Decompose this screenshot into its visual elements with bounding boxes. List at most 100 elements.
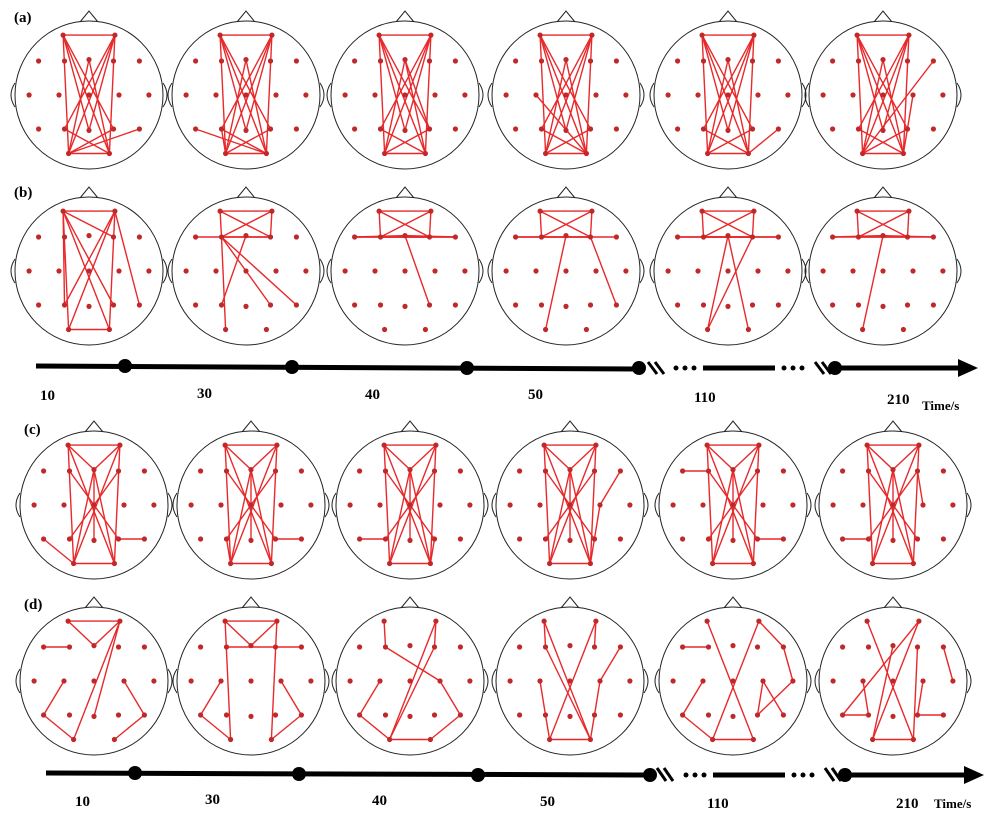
electrode-node (117, 442, 123, 448)
connectivity-edge (424, 35, 432, 154)
electrode-node (347, 678, 353, 684)
electrode-node (725, 233, 731, 239)
electrode-node (542, 644, 549, 650)
electrode-node (60, 208, 66, 214)
electrode-node (222, 618, 228, 624)
connectivity-edge (42, 680, 65, 716)
electrode-node (193, 302, 199, 308)
electrode-node (865, 644, 872, 650)
connectivity-edge (68, 128, 140, 155)
electrode-node (223, 644, 230, 650)
connectivity-edge (706, 34, 755, 154)
connectivity-edge (544, 235, 567, 330)
connectivity-edge (67, 34, 116, 154)
electrode-node (725, 268, 731, 274)
connectivity-edge (200, 714, 232, 741)
connectivity-edge (219, 35, 227, 154)
connectivity-edge (842, 620, 920, 716)
connectivity-edge (62, 34, 90, 131)
electrode-node (402, 268, 408, 274)
electrode-node (904, 302, 911, 308)
right-ear-outline (162, 258, 168, 284)
connectivity-edge (569, 469, 592, 564)
electrode-node (775, 302, 782, 308)
electrode-node (293, 126, 299, 132)
connectivity-edge (706, 444, 734, 471)
connectivity-edge (404, 59, 431, 130)
electrode-node (775, 58, 782, 64)
connectivity-edge (378, 34, 427, 154)
electrode-node (589, 32, 595, 38)
connectivity-edge (380, 128, 426, 155)
electrode-node (427, 560, 433, 567)
electrode-node (503, 268, 509, 274)
connectivity-edge (229, 469, 252, 564)
electrode-node (820, 268, 826, 274)
electrode-node (914, 468, 921, 474)
electrode-node (110, 126, 117, 132)
timeline-bottom-break (662, 767, 675, 782)
electrode-node (507, 678, 513, 684)
right-ear-outline (806, 668, 812, 694)
connectivity-edge (68, 128, 114, 155)
connectivity-edge (589, 445, 597, 564)
electrode-node (840, 712, 846, 718)
electrode-node (623, 268, 629, 274)
electrode-node (864, 618, 870, 624)
timeline-bottom-dot (701, 772, 707, 778)
connectivity-edge (428, 211, 432, 238)
connectivity-edge (404, 59, 427, 154)
electrode-node (593, 92, 599, 98)
connectivity-edge (541, 128, 587, 155)
connectivity-edge (93, 469, 116, 564)
electrode-node (377, 58, 384, 64)
electrode-node (699, 208, 705, 214)
connectivity-edge (858, 128, 904, 155)
connectivity-edge (912, 445, 920, 564)
electrode-node (695, 268, 701, 274)
electrode-node (583, 326, 590, 333)
electrode-node (700, 58, 707, 64)
timeline-top-dot (790, 365, 796, 371)
electrode-node (86, 303, 92, 309)
connectivity-edge (64, 128, 110, 155)
electrode-node (680, 712, 686, 718)
electrode-node (198, 644, 204, 650)
connectivity-edge (224, 620, 252, 647)
connectivity-edge (63, 34, 116, 130)
connectivity-edge (380, 210, 432, 238)
electrode-node (680, 536, 686, 542)
electrode-node (890, 537, 896, 544)
connectivity-edge (882, 34, 910, 131)
connectivity-edge (221, 128, 267, 155)
connectivity-edge (270, 445, 278, 564)
electrode-node (930, 234, 937, 240)
connectivity-edge (229, 444, 278, 564)
timeline-top-break (813, 361, 826, 375)
connectivity-edge (706, 59, 729, 154)
timeline-top-arrowhead (958, 359, 978, 377)
connectivity-edge (439, 680, 462, 716)
electrode-node (563, 233, 569, 239)
electrode-node (61, 234, 68, 240)
electrode-node (591, 468, 598, 474)
connectivity-edge (599, 646, 622, 682)
connectivity-edge (63, 210, 116, 306)
electrode-node (352, 126, 358, 132)
electrode-node (930, 126, 937, 132)
connectivity-edge (593, 621, 597, 648)
connectivity-edge (747, 128, 779, 155)
electrode-node (86, 127, 92, 133)
electrode-node (593, 268, 599, 274)
electrode-node (591, 536, 598, 542)
electrode-node (613, 302, 620, 308)
electrode-node (382, 536, 389, 542)
electrode-node (422, 326, 428, 333)
electrode-node (41, 468, 47, 474)
connectivity-edge (548, 620, 597, 740)
electrode-node (910, 736, 917, 743)
connectivity-edge (856, 211, 860, 238)
electrode-node (56, 92, 62, 98)
connectivity-edge (543, 444, 592, 564)
nose-outline (84, 420, 104, 433)
